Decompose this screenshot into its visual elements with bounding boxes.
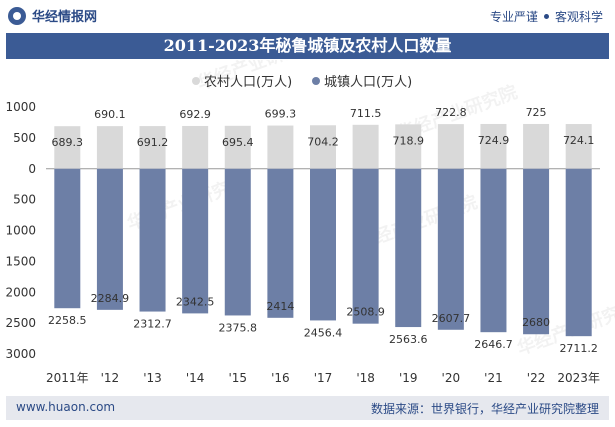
- bar-urban: [267, 168, 294, 318]
- data-label-urban: 2646.7: [474, 338, 513, 351]
- site-logo[interactable]: 华经情报网: [8, 6, 97, 25]
- x-tick-label: 2011年: [46, 371, 89, 385]
- data-label-urban: 2414: [266, 300, 294, 313]
- header: 华经情报网 专业严谨 客观科学: [0, 0, 615, 30]
- data-label-urban: 2375.8: [219, 321, 258, 334]
- legend-marker-1: [312, 77, 320, 85]
- x-tick-label: '17: [314, 371, 333, 385]
- legend-marker-0: [192, 77, 200, 85]
- data-label-rural: 704.2: [307, 135, 339, 148]
- bullet-icon: [543, 14, 549, 19]
- y-tick-label: 1500: [5, 254, 36, 268]
- x-tick-label: '16: [271, 371, 290, 385]
- bar-rural: [352, 124, 379, 169]
- x-tick-label: 2023年: [557, 371, 600, 385]
- data-label-urban: 2680: [522, 316, 550, 329]
- data-label-urban: 2258.5: [48, 314, 87, 327]
- y-tick-label: 500: [13, 193, 36, 207]
- bar-urban: [224, 168, 251, 316]
- x-tick-label: '20: [442, 371, 461, 385]
- data-label-urban: 2563.6: [389, 333, 428, 346]
- data-label-rural: 718.9: [392, 134, 424, 147]
- data-label-urban: 2284.9: [91, 292, 130, 305]
- data-label-rural: 699.3: [265, 108, 297, 121]
- data-label-rural: 711.5: [350, 107, 382, 120]
- data-label-urban: 2508.9: [346, 306, 385, 319]
- x-tick-label: '12: [101, 371, 120, 385]
- legend-label-0: 农村人口(万人): [204, 75, 292, 90]
- y-tick-label: 0: [28, 162, 36, 176]
- logo-icon: [8, 6, 26, 25]
- legend: 农村人口(万人) 城镇人口(万人): [192, 75, 412, 90]
- data-label-rural: 725: [526, 106, 547, 119]
- bar-rural: [267, 125, 294, 169]
- bar-rural: [182, 125, 209, 169]
- data-label-urban: 2312.7: [133, 318, 172, 331]
- x-tick-label: '22: [527, 371, 546, 385]
- bar-rural: [310, 125, 336, 169]
- bar-urban: [310, 168, 336, 321]
- bar-rural: [565, 124, 592, 169]
- bar-urban: [523, 168, 550, 335]
- tagline-professional: 专业严谨: [489, 10, 538, 24]
- y-tick-label: 1000: [5, 100, 36, 114]
- footer: www.huaon.com 数据来源：世界银行，华经产业研究院整理: [6, 396, 609, 420]
- bar-rural: [480, 123, 507, 169]
- bars: [54, 123, 592, 337]
- bar-rural: [139, 126, 166, 169]
- bar-urban: [565, 168, 592, 337]
- data-label-urban: 2607.7: [432, 312, 471, 325]
- y-tick-label: 2000: [5, 285, 36, 299]
- data-label-rural: 690.1: [94, 108, 126, 121]
- x-tick-label: '15: [228, 371, 247, 385]
- data-label-rural: 722.8: [435, 106, 467, 119]
- data-source: 数据来源：世界银行，华经产业研究院整理: [370, 402, 599, 416]
- bar-urban: [480, 168, 507, 333]
- data-label-rural: 724.1: [563, 134, 595, 147]
- x-tick-label: '18: [356, 371, 375, 385]
- data-label-urban: 2342.5: [176, 295, 215, 308]
- bar-urban: [352, 168, 379, 324]
- chart-title: 2011-2023年秘鲁城镇及农村人口数量: [6, 33, 609, 59]
- y-tick-label: 2500: [5, 316, 36, 330]
- data-labels: 689.3 2258.5 690.1 2284.9 691.2 2312.7 692.9 23…: [48, 106, 598, 355]
- y-tick-label: 3000: [5, 347, 36, 361]
- chart: 华经产业研究院华经产业研究院华经产业研究院华经产业研究院华经产业研究院 农村人口…: [5, 60, 615, 385]
- y-tick-label: 500: [13, 131, 36, 145]
- tagline-objective: 客观科学: [554, 10, 603, 24]
- bar-urban: [437, 168, 464, 330]
- bar-rural: [54, 126, 81, 169]
- legend-label-1: 城镇人口(万人): [324, 75, 412, 90]
- bar-rural: [395, 124, 422, 169]
- data-label-rural: 692.9: [179, 108, 211, 121]
- footer-url[interactable]: www.huaon.com: [16, 400, 116, 414]
- bar-rural: [96, 126, 123, 169]
- x-tick-label: '21: [484, 371, 503, 385]
- data-label-rural: 691.2: [137, 136, 169, 149]
- tagline: 专业严谨 客观科学: [490, 8, 603, 25]
- bar-urban: [182, 168, 209, 314]
- x-axis: 2011年 '12 '13 '14 '15 '16 '17 '18 '19 '20 '21 '22 20…: [46, 371, 600, 385]
- data-label-rural: 695.4: [222, 136, 254, 149]
- data-label-urban: 2456.4: [304, 326, 343, 339]
- site-name: 华经情报网: [32, 10, 98, 25]
- bar-rural: [437, 124, 464, 169]
- x-tick-label: '13: [143, 371, 162, 385]
- bar-urban: [395, 168, 422, 328]
- bar-urban: [96, 168, 123, 310]
- data-label-rural: 724.9: [478, 134, 510, 147]
- y-axis: 1000 500 0 500 1000 1500 2000 2500 3000: [5, 100, 600, 361]
- bar-urban: [139, 168, 166, 312]
- y-tick-label: 1000: [5, 224, 36, 238]
- bar-rural: [523, 123, 550, 169]
- x-tick-label: '14: [186, 371, 205, 385]
- data-label-urban: 2711.2: [559, 342, 598, 355]
- data-label-rural: 689.3: [52, 136, 84, 149]
- bar-urban: [54, 168, 81, 309]
- bar-rural: [224, 125, 251, 169]
- x-tick-label: '19: [399, 371, 418, 385]
